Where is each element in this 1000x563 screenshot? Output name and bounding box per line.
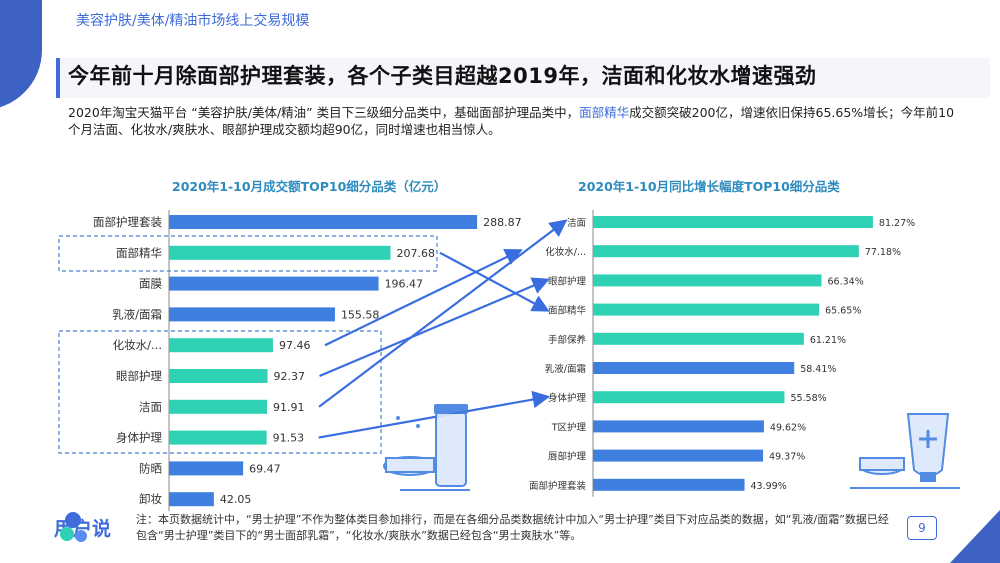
highlight-box-essence [58, 235, 438, 272]
left-bar-chart: 面部护理套装 288.87 面部精华 207.68 面膜 196.47 乳液/面霜 155.5… [93, 210, 522, 512]
right-bar [593, 303, 820, 316]
left-category-label: 面部精华 [116, 246, 162, 260]
cosmetics-illustration-right [850, 413, 960, 489]
right-category-label: 洁面 [567, 217, 586, 229]
right-bar [593, 362, 795, 374]
section-topic: 美容护肤/美体/精油市场线上交易规模 [76, 13, 310, 29]
left-bar [169, 492, 214, 507]
right-category-label: 身体护理 [548, 392, 587, 404]
left-value-label: 155.58 [341, 308, 380, 321]
link-arrow [324, 249, 523, 347]
left-value-label: 42.05 [220, 493, 252, 506]
link-arrow [319, 277, 550, 378]
right-value-label: 66.34% [828, 276, 864, 287]
left-category-label: 面部护理套装 [93, 215, 162, 229]
right-bar [593, 420, 764, 433]
right-value-label: 43.99% [751, 481, 787, 492]
right-value-label: 77.18% [865, 247, 901, 258]
right-value-label: 81.27% [879, 218, 915, 229]
right-bar [593, 245, 859, 258]
lead-paragraph: 2020年淘宝天猫平台 “美容护肤/美体/精油” 类目下三级细分品类中，基础面部… [68, 104, 958, 138]
page-number: 9 [907, 516, 937, 540]
corner-decoration-bottom [950, 510, 1000, 563]
lead-highlight: 面部精华 [579, 105, 630, 120]
left-category-label: 化妆水/... [113, 338, 162, 352]
left-value-label: 91.53 [273, 432, 305, 445]
right-bar [593, 332, 804, 345]
brand-logo-icon [60, 512, 87, 542]
right-category-label: 面部护理套装 [529, 480, 587, 492]
right-bar [593, 391, 785, 404]
link-arrow [318, 390, 551, 439]
left-chart-title: 2020年1-10月成交额TOP10细分品类（亿元） [172, 179, 447, 194]
lead-text-1: 2020年淘宝天猫平台 “美容护肤/美体/精油” 类目下三级细分品类中，基础面部… [68, 105, 580, 120]
left-category-label: 洁面 [139, 400, 162, 414]
left-category-label: 防晒 [139, 461, 162, 475]
left-category-label: 乳液/面霜 [112, 307, 162, 321]
link-arrows [318, 219, 568, 439]
left-category-label: 卸妆 [139, 492, 162, 506]
footnote: 注：本页数据统计中，“男士护理”不作为整体类目参加排行，而是在各细分品类数据统计… [136, 513, 889, 542]
right-value-label: 61.21% [810, 335, 846, 346]
left-category-label: 眼部护理 [116, 369, 162, 383]
left-value-label: 207.68 [397, 247, 436, 260]
left-category-label: 身体护理 [116, 431, 162, 445]
right-bar [593, 478, 745, 491]
right-value-label: 58.41% [800, 364, 836, 375]
left-bar [169, 461, 244, 476]
highlight-boxes [58, 235, 438, 454]
left-bar [169, 245, 391, 260]
right-category-label: 唇部护理 [548, 451, 587, 463]
left-category-label: 面膜 [139, 277, 162, 291]
link-arrow [439, 251, 550, 312]
lead-text-2: 成交额突破200亿，增速依旧保持65.65%增长；今年前10个月洁面、化妆水/爽… [68, 105, 955, 137]
left-bar [169, 307, 335, 322]
right-value-label: 49.37% [769, 452, 805, 463]
link-arrow [318, 219, 568, 408]
right-category-label: 眼部护理 [548, 275, 587, 287]
left-bar [169, 399, 268, 414]
left-value-label: 288.87 [483, 216, 522, 229]
right-category-label: T区护理 [551, 421, 587, 433]
right-bar-chart: 洁面 81.27% 化妆水/... 77.18% 眼部护理 66.34% 面部精华 65.65… [529, 210, 915, 497]
right-chart-title: 2020年1-10月同比增长幅度TOP10细分品类 [578, 179, 840, 194]
left-bar [169, 276, 379, 291]
left-value-label: 97.46 [279, 339, 311, 352]
cosmetics-illustration-left [383, 404, 470, 491]
highlight-box-group [58, 330, 382, 454]
title-bar [56, 58, 990, 98]
right-value-label: 55.58% [790, 393, 826, 404]
right-value-label: 49.62% [770, 422, 806, 433]
right-category-label: 面部精华 [548, 305, 587, 317]
right-bar [593, 274, 822, 287]
right-category-label: 乳液/面霜 [545, 363, 586, 375]
left-value-label: 91.91 [273, 401, 305, 414]
left-value-label: 196.47 [385, 278, 424, 291]
right-category-label: 化妆水/... [545, 246, 586, 258]
right-bar [593, 449, 764, 462]
left-bar [169, 338, 273, 353]
left-bar [169, 369, 268, 383]
left-bar [169, 430, 267, 445]
right-bar [593, 216, 873, 228]
left-bar [169, 215, 478, 229]
page-title: 今年前十月除面部护理套装，各个子类目超越2019年，洁面和化妆水增速强劲 [68, 64, 817, 88]
right-value-label: 65.65% [825, 306, 861, 317]
left-value-label: 69.47 [249, 462, 280, 475]
left-value-label: 92.37 [274, 370, 306, 383]
right-category-label: 手部保养 [548, 334, 587, 346]
